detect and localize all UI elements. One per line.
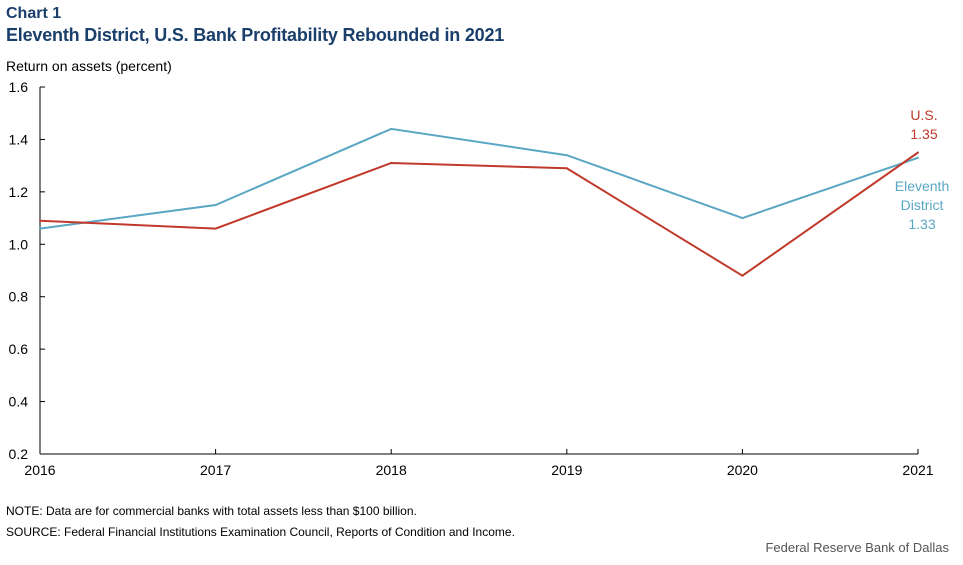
data-point-us — [214, 227, 217, 230]
chart-title: Eleventh District, U.S. Bank Profitabili… — [6, 25, 505, 45]
series-label-us: 1.35 — [910, 126, 937, 142]
x-tick-label: 2020 — [727, 462, 758, 478]
series-label-eleventh: Eleventh — [895, 178, 949, 194]
y-tick-label: 0.2 — [9, 446, 29, 462]
series-label-eleventh: 1.33 — [908, 216, 935, 232]
series-label-us: U.S. — [910, 107, 937, 123]
line-chart: 0.2 0.4 0.6 0.8 1.0 1.2 1.4 1.6 2016 2017 2018 2019… — [9, 79, 950, 478]
y-tick-label: 0.8 — [9, 289, 29, 305]
series-line-eleventh — [39, 127, 919, 230]
y-tick-label: 1.4 — [9, 131, 29, 147]
y-tick-label: 1.0 — [9, 236, 29, 252]
source-text: SOURCE: Federal Financial Institutions E… — [6, 525, 515, 539]
data-point-us — [39, 219, 41, 222]
x-tick-label: 2017 — [200, 462, 231, 478]
data-point-us — [390, 162, 393, 165]
y-axis-label: Return on assets (percent) — [6, 58, 172, 74]
series-line-us — [39, 151, 919, 277]
data-point-eleventh — [917, 156, 919, 159]
y-tick-label: 1.6 — [9, 79, 29, 95]
data-point-us — [741, 274, 744, 277]
y-tick-label: 0.4 — [9, 394, 29, 410]
y-tick-label: 0.6 — [9, 341, 29, 357]
x-tick-label: 2016 — [24, 462, 55, 478]
data-point-eleventh — [390, 127, 393, 130]
x-tick-label: 2019 — [551, 462, 582, 478]
data-point-eleventh — [741, 217, 744, 220]
data-point-us — [917, 151, 919, 154]
note-text: NOTE: Data are for commercial banks with… — [6, 504, 417, 518]
x-tick-label: 2021 — [902, 462, 933, 478]
chart-label: Chart 1 — [6, 5, 62, 22]
x-tick-label: 2018 — [376, 462, 407, 478]
data-point-eleventh — [39, 227, 41, 230]
data-point-eleventh — [214, 203, 217, 206]
series-label-eleventh: District — [901, 197, 944, 213]
data-point-us — [565, 167, 568, 170]
credit-text: Federal Reserve Bank of Dallas — [765, 540, 949, 555]
y-tick-label: 1.2 — [9, 184, 29, 200]
data-point-eleventh — [565, 154, 568, 157]
